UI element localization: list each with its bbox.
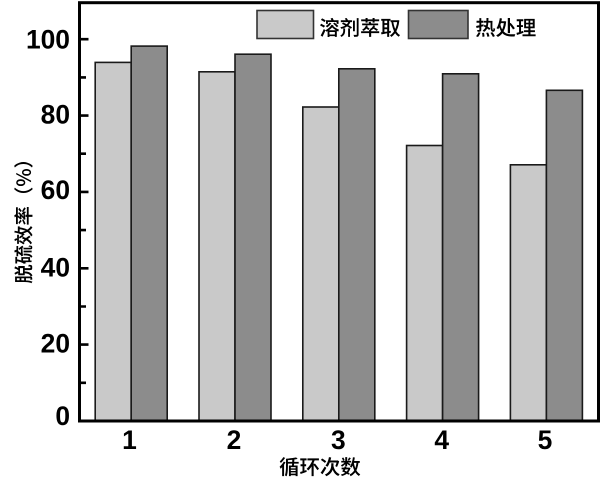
svg-text:0: 0 <box>55 401 70 431</box>
svg-text:3: 3 <box>331 425 346 455</box>
svg-text:4: 4 <box>434 425 449 455</box>
svg-text:100: 100 <box>26 24 70 54</box>
svg-text:1: 1 <box>122 425 137 455</box>
svg-text:5: 5 <box>538 425 553 455</box>
svg-text:2: 2 <box>227 425 242 455</box>
svg-text:80: 80 <box>41 100 70 130</box>
svg-text:60: 60 <box>41 175 70 205</box>
svg-text:40: 40 <box>41 252 70 282</box>
svg-text:20: 20 <box>41 329 70 359</box>
